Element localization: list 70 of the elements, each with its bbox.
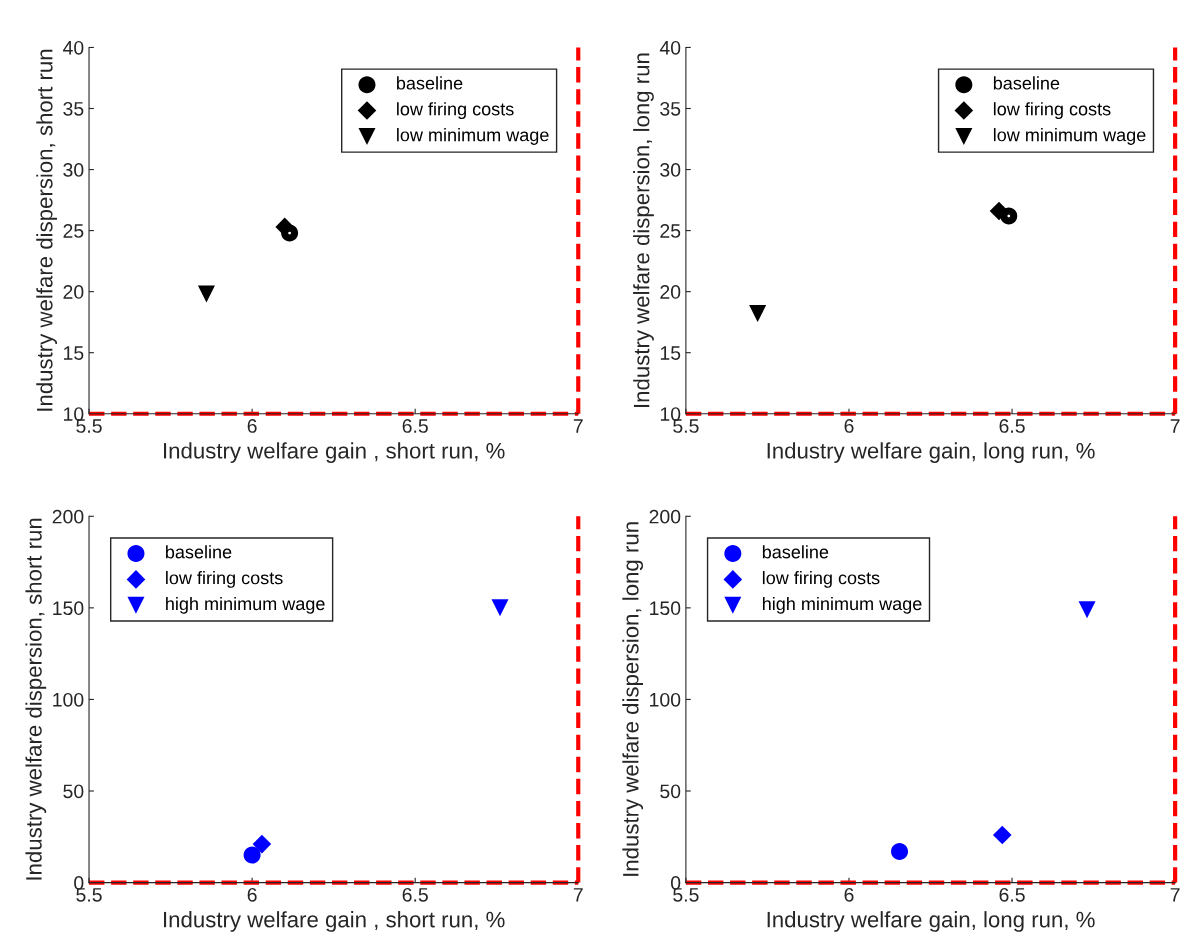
y-tick-label: 0 <box>670 876 681 890</box>
x-tick-label: 6.5 <box>999 419 1025 433</box>
point <box>749 305 767 323</box>
y-tick-label: 20 <box>660 285 681 299</box>
y-tick-label: 40 <box>659 40 681 55</box>
legend-label: low firing costs <box>397 102 514 120</box>
x-tick-label: 6 <box>247 419 257 433</box>
y-axis-title: Industry welfare dispersion, long run <box>622 522 644 876</box>
x-tick-label: 6 <box>247 887 257 902</box>
y-tick-label: 20 <box>63 285 84 299</box>
legend-label: baseline <box>762 545 829 559</box>
y-tick-label: 30 <box>63 163 84 177</box>
y-tick-label: 200 <box>649 509 681 524</box>
y-axis-title: Industry welfare dispersion, short run <box>25 518 47 880</box>
legend-label: low minimum wage <box>397 128 549 145</box>
x-tick-label: 6.5 <box>402 887 428 902</box>
y-tick-label: 10 <box>660 407 681 421</box>
x-tick-label: 7 <box>1170 888 1180 902</box>
legend-label: baseline <box>397 76 463 90</box>
x-tick-label: 7 <box>1170 419 1180 433</box>
y-tick-label: 25 <box>63 224 84 238</box>
legend-label: high minimum wage <box>166 596 325 614</box>
y-tick-label: 150 <box>53 601 84 616</box>
y-axis-title: Industry welfare dispersion, long run <box>633 53 654 408</box>
point <box>992 825 1012 845</box>
point <box>197 285 215 303</box>
point <box>252 834 272 854</box>
x-tick-label: 6.5 <box>402 419 428 433</box>
y-axis-title: Industry welfare dispersion, short run <box>36 49 57 411</box>
y-tick-label: 10 <box>64 407 84 421</box>
legend-label: low firing costs <box>993 102 1111 120</box>
y-tick-label: 30 <box>660 163 681 177</box>
point <box>243 846 261 864</box>
point <box>491 599 509 617</box>
y-tick-label: 100 <box>650 692 681 707</box>
x-axis-title: Industry welfare gain, long run, % <box>767 911 1095 932</box>
legend-label: high minimum wage <box>762 596 922 614</box>
y-tick-label: 50 <box>660 784 681 799</box>
legend-label: baseline <box>166 545 232 559</box>
x-tick-label: 6 <box>844 419 854 433</box>
x-tick-label: 7 <box>573 888 583 902</box>
y-tick-label: 150 <box>650 601 681 616</box>
y-tick-label: 15 <box>660 346 681 360</box>
y-tick-label: 40 <box>62 40 84 55</box>
point <box>891 842 909 860</box>
y-tick-label: 100 <box>53 692 84 707</box>
y-tick-label: 0 <box>74 876 84 890</box>
x-axis-title: Industry welfare gain, long run, % <box>767 442 1095 463</box>
x-tick-label: 5.5 <box>673 888 699 902</box>
y-tick-label: 25 <box>660 224 681 238</box>
x-tick-label: 5.5 <box>76 419 102 433</box>
x-axis-title: Industry welfare gain , short run, % <box>164 911 505 932</box>
x-tick-label: 5.5 <box>76 888 102 902</box>
y-tick-label: 35 <box>660 101 681 116</box>
point <box>1078 601 1096 619</box>
x-tick-label: 5.5 <box>673 419 699 433</box>
legend-label: low firing costs <box>166 571 283 588</box>
point <box>989 201 1009 221</box>
x-axis-title: Industry welfare gain , short run, % <box>164 442 505 463</box>
y-tick-label: 15 <box>64 346 84 360</box>
y-tick-label: 200 <box>52 509 84 524</box>
point <box>275 217 295 237</box>
y-tick-label: 50 <box>63 784 84 799</box>
legend-label: baseline <box>993 76 1060 90</box>
x-tick-label: 7 <box>573 419 583 433</box>
y-tick-label: 35 <box>63 101 84 116</box>
legend-label: low firing costs <box>762 571 880 588</box>
x-tick-label: 6 <box>844 887 854 902</box>
x-tick-label: 6.5 <box>999 887 1025 902</box>
legend-label: low minimum wage <box>993 128 1146 145</box>
